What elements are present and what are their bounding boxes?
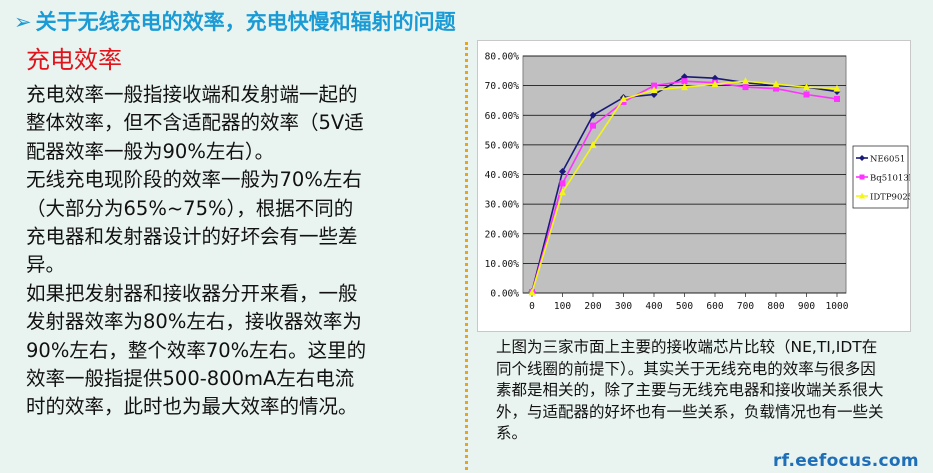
body-text: 充电效率一般指接收端和发射端一起的整体效率，但不含适配器的效率（5V适配器效率一… bbox=[26, 81, 372, 422]
data-point-Bq51013b bbox=[559, 180, 566, 187]
x-tick-label: 400 bbox=[645, 301, 662, 312]
y-tick-label: 20.00% bbox=[485, 229, 520, 240]
data-point-Bq51013b bbox=[803, 91, 810, 98]
y-tick-label: 10.00% bbox=[485, 259, 520, 270]
data-point-IDTP9025 bbox=[650, 86, 658, 94]
y-tick-label: 40.00% bbox=[485, 170, 520, 181]
data-point-Bq51013b bbox=[651, 82, 657, 89]
watermark: rf.eefocus.com bbox=[773, 451, 919, 471]
arrow-bullet-icon: ➢ bbox=[14, 10, 32, 34]
legend-marker-Bq51013b bbox=[859, 174, 865, 180]
chart-caption: 上图为三家市面上主要的接收端芯片比较（NE,TI,IDT在同个线圈的前提下）。其… bbox=[496, 337, 888, 445]
data-point-NE6051 bbox=[650, 91, 658, 99]
y-tick-label: 60.00% bbox=[485, 111, 520, 122]
data-point-IDTP9025 bbox=[589, 140, 597, 148]
dotted-divider bbox=[465, 42, 468, 470]
x-tick-label: 300 bbox=[615, 301, 632, 312]
y-tick-label: 30.00% bbox=[485, 200, 520, 211]
x-tick-label: 500 bbox=[676, 301, 693, 312]
data-point-NE6051 bbox=[559, 168, 566, 176]
x-tick-label: 900 bbox=[798, 301, 815, 312]
x-tick-label: 600 bbox=[706, 301, 723, 312]
data-point-Bq51013b bbox=[834, 95, 840, 102]
data-point-IDTP9025 bbox=[528, 288, 536, 296]
data-point-IDTP9025 bbox=[711, 80, 719, 88]
data-point-IDTP9025 bbox=[772, 80, 780, 88]
data-point-Bq51013b bbox=[681, 78, 688, 85]
data-point-Bq51013b bbox=[742, 84, 749, 91]
section-heading: 充电效率 bbox=[26, 46, 122, 74]
x-tick-label: 800 bbox=[767, 301, 784, 312]
efficiency-chart: 0.00% 10.00% 20.00% 30.00% 40.00% 50.00% 60.00… bbox=[477, 40, 911, 332]
data-point-NE6051 bbox=[589, 111, 597, 119]
legend-label-Bq51013b: Bq51013b bbox=[870, 174, 910, 184]
body-paragraph: 充电效率一般指接收端和发射端一起的整体效率，但不含适配器的效率（5V适配器效率一… bbox=[26, 83, 364, 163]
data-point-IDTP9025 bbox=[620, 94, 627, 102]
x-tick-label: 1000 bbox=[826, 301, 849, 312]
y-tick-label: 0.00% bbox=[490, 289, 519, 300]
slide-title: ➢ 关于无线充电的效率，充电快慢和辐射的问题 bbox=[14, 6, 456, 38]
y-tick-label: 50.00% bbox=[485, 140, 520, 151]
x-tick-label: 0 bbox=[529, 301, 535, 312]
data-point-Bq51013b bbox=[590, 122, 596, 129]
caption-paragraph: 上图为三家市面上主要的接收端芯片比较（NE,TI,IDT在同个线圈的前提下）。其… bbox=[496, 338, 884, 442]
body-paragraph: 无线充电现阶段的效率一般为70%左右（大部分为65%~75%），根据不同的充电器… bbox=[26, 168, 362, 277]
x-tick-label: 200 bbox=[584, 301, 601, 312]
x-tick-label: 700 bbox=[737, 301, 754, 312]
data-point-IDTP9025 bbox=[681, 83, 688, 91]
y-tick-label: 70.00% bbox=[485, 81, 520, 92]
data-point-IDTP9025 bbox=[803, 83, 810, 91]
data-point-IDTP9025 bbox=[742, 77, 749, 85]
body-paragraph: 如果把发射器和接收器分开来看，一般发射器效率为80%左右，接收器效率为90%左右… bbox=[26, 281, 367, 419]
data-point-IDTP9025 bbox=[559, 188, 566, 196]
slide-title-text: 关于无线充电的效率，充电快慢和辐射的问题 bbox=[35, 10, 456, 34]
legend-marker-NE6051 bbox=[859, 155, 865, 161]
data-point-IDTP9025 bbox=[833, 84, 841, 92]
x-tick-label: 100 bbox=[554, 301, 571, 312]
legend-label-IDTP9025: IDTP9025 bbox=[870, 193, 910, 203]
data-point-NE6051 bbox=[681, 73, 688, 81]
chart-svg: 0.00% 10.00% 20.00% 30.00% 40.00% 50.00% 60.00… bbox=[485, 52, 910, 313]
y-tick-label: 80.00% bbox=[485, 52, 520, 63]
legend-label-NE6051: NE6051 bbox=[870, 155, 905, 165]
legend-marker-IDTP9025 bbox=[859, 192, 865, 199]
data-point-Bq51013b bbox=[773, 85, 779, 92]
